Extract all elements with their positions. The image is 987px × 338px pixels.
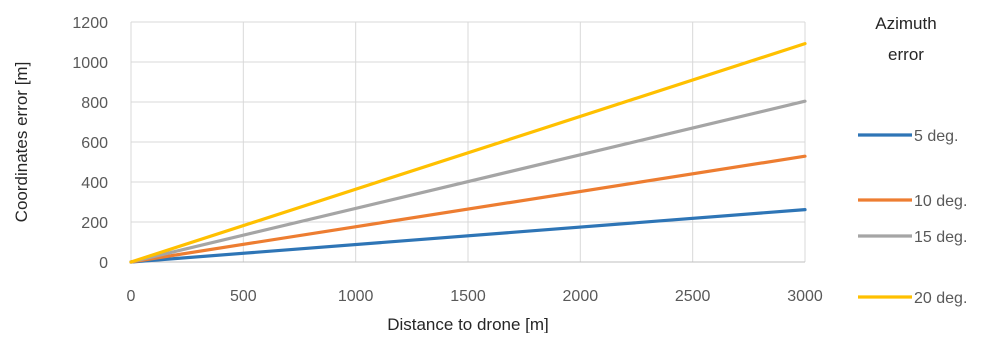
- legend-items: 5 deg. 10 deg. 15 deg. 20 deg.: [858, 128, 967, 307]
- legend-label: 15 deg.: [914, 229, 967, 246]
- x-tick-label: 2500: [675, 288, 711, 305]
- y-tick-label: 0: [99, 255, 108, 272]
- x-tick-label: 0: [127, 288, 136, 305]
- legend-title-line-1: Azimuth: [875, 14, 936, 33]
- y-tick-label: 200: [81, 215, 108, 232]
- y-tick-label: 600: [81, 135, 108, 152]
- legend-label: 5 deg.: [914, 128, 958, 145]
- grid: [131, 21, 806, 262]
- legend-title-line-2: error: [888, 45, 924, 64]
- y-tick-label: 1000: [72, 55, 108, 72]
- legend-label: 10 deg.: [914, 193, 967, 210]
- series-line-15-deg: [129, 99, 807, 264]
- x-tick-label: 500: [230, 288, 257, 305]
- y-axis-title: Coordinates error [m]: [12, 62, 31, 223]
- x-axis-title: Distance to drone [m]: [387, 315, 549, 333]
- legend-entry: 15 deg.: [858, 229, 967, 246]
- legend: Azimuth error 5 deg. 10 deg. 15 deg. 20 deg…: [858, 14, 967, 307]
- axes: [130, 22, 805, 263]
- y-tick-label: 400: [81, 175, 108, 192]
- x-tick-label: 3000: [787, 288, 823, 305]
- legend-entry: 10 deg.: [858, 193, 967, 210]
- legend-entry: 5 deg.: [858, 128, 958, 145]
- legend-label: 20 deg.: [914, 290, 967, 307]
- x-tick-label: 2000: [563, 288, 599, 305]
- series-lines: [129, 41, 807, 264]
- y-tick-label: 1200: [72, 15, 108, 32]
- series-line-20-deg: [129, 41, 807, 264]
- tick-labels: 0 200 400 600 800 1000 1200 0 500 1000 1500 2000 250…: [72, 15, 822, 305]
- y-tick-label: 800: [81, 95, 108, 112]
- series-line-5-deg: [129, 208, 807, 264]
- legend-entry: 20 deg.: [858, 290, 967, 307]
- x-tick-label: 1500: [450, 288, 486, 305]
- x-tick-label: 1000: [338, 288, 374, 305]
- series-line-10-deg: [129, 154, 807, 264]
